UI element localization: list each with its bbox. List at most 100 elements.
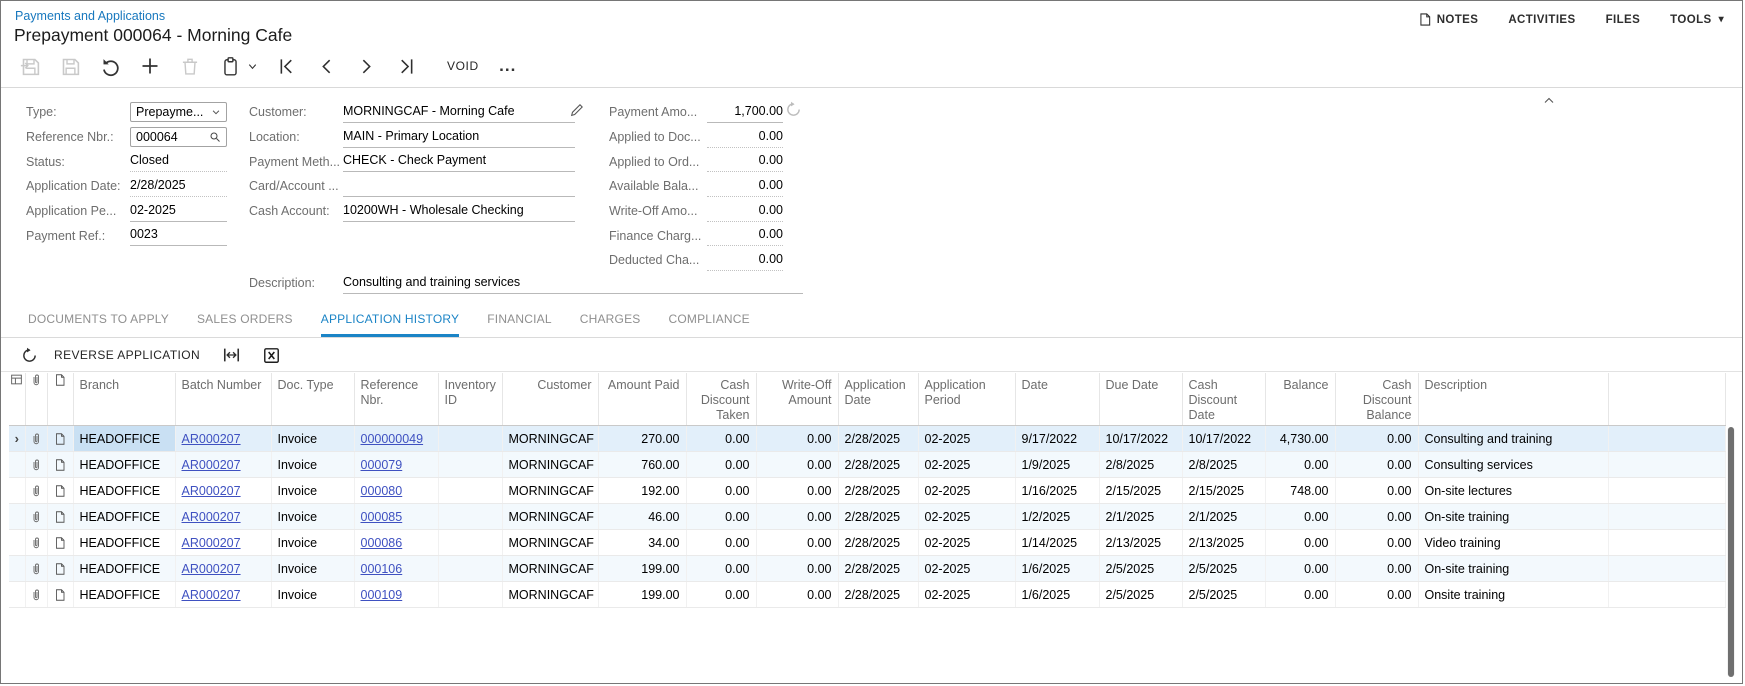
- cell-batch[interactable]: AR000207: [175, 478, 271, 504]
- cell-cash_discount_taken[interactable]: 0.00: [686, 556, 756, 582]
- cell-cash_discount_balance[interactable]: 0.00: [1335, 478, 1418, 504]
- cell-batch[interactable]: AR000207: [175, 504, 271, 530]
- cell-customer[interactable]: MORNINGCAF: [502, 504, 598, 530]
- attachment-paperclip-icon[interactable]: [25, 504, 47, 530]
- cell-cash_discount_date[interactable]: 10/17/2022: [1182, 426, 1265, 452]
- cash-account-input[interactable]: 10200WH - Wholesale Checking: [343, 201, 575, 222]
- go-last-button[interactable]: [393, 53, 419, 79]
- cell-date[interactable]: 1/6/2025: [1015, 582, 1099, 608]
- link-reference[interactable]: 000109: [361, 588, 403, 602]
- link-reference[interactable]: 000080: [361, 484, 403, 498]
- cell-customer[interactable]: MORNINGCAF: [502, 582, 598, 608]
- cell-amount_paid[interactable]: 192.00: [598, 478, 686, 504]
- cell-balance[interactable]: 0.00: [1265, 582, 1335, 608]
- link-batch[interactable]: AR000207: [182, 510, 241, 524]
- cell-date[interactable]: 1/6/2025: [1015, 556, 1099, 582]
- cell-application_date[interactable]: 2/28/2025: [838, 452, 918, 478]
- row-selector-cell[interactable]: ›: [9, 426, 25, 452]
- cell-cash_discount_balance[interactable]: 0.00: [1335, 556, 1418, 582]
- cell-reference[interactable]: 000086: [354, 530, 438, 556]
- location-input[interactable]: MAIN - Primary Location: [343, 127, 575, 148]
- cell-application_period[interactable]: 02-2025: [918, 556, 1015, 582]
- attachment-paperclip-icon[interactable]: [25, 452, 47, 478]
- cell-application_date[interactable]: 2/28/2025: [838, 504, 918, 530]
- note-doc-icon[interactable]: [47, 504, 73, 530]
- cell-doc_type[interactable]: Invoice: [271, 504, 354, 530]
- cell-customer[interactable]: MORNINGCAF: [502, 530, 598, 556]
- link-batch[interactable]: AR000207: [182, 588, 241, 602]
- cell-branch[interactable]: HEADOFFICE: [73, 504, 175, 530]
- payment-ref-input[interactable]: 0023: [130, 225, 227, 246]
- cell-batch[interactable]: AR000207: [175, 582, 271, 608]
- cell-doc_type[interactable]: Invoice: [271, 582, 354, 608]
- col-cash-discount-date[interactable]: Cash Discount Date: [1182, 373, 1265, 426]
- cell-doc_type[interactable]: Invoice: [271, 556, 354, 582]
- cell-due_date[interactable]: 2/8/2025: [1099, 452, 1182, 478]
- cell-branch[interactable]: HEADOFFICE: [73, 478, 175, 504]
- cell-customer[interactable]: MORNINGCAF: [502, 452, 598, 478]
- link-batch[interactable]: AR000207: [182, 432, 241, 446]
- col-cash-discount-taken[interactable]: Cash Discount Taken: [686, 373, 756, 426]
- cell-due_date[interactable]: 2/5/2025: [1099, 582, 1182, 608]
- cell-cash_discount_balance[interactable]: 0.00: [1335, 504, 1418, 530]
- col-due-date[interactable]: Due Date: [1099, 373, 1182, 426]
- description-input[interactable]: Consulting and training services: [343, 273, 803, 294]
- col-batch-number[interactable]: Batch Number: [175, 373, 271, 426]
- grid-vertical-scrollbar[interactable]: [1727, 427, 1735, 677]
- row-selector-cell[interactable]: [9, 556, 25, 582]
- cell-inventory[interactable]: [438, 426, 502, 452]
- cell-batch[interactable]: AR000207: [175, 426, 271, 452]
- col-cash-discount-balance[interactable]: Cash Discount Balance: [1335, 373, 1418, 426]
- col-description[interactable]: Description: [1418, 373, 1608, 426]
- cell-date[interactable]: 1/14/2025: [1015, 530, 1099, 556]
- cell-cash_discount_balance[interactable]: 0.00: [1335, 452, 1418, 478]
- col-amount-paid[interactable]: Amount Paid: [598, 373, 686, 426]
- cell-inventory[interactable]: [438, 530, 502, 556]
- edit-customer-pencil-icon[interactable]: [569, 102, 585, 118]
- cell-branch[interactable]: HEADOFFICE: [73, 582, 175, 608]
- attachment-paperclip-icon[interactable]: [25, 426, 47, 452]
- tab-sales-orders[interactable]: SALES ORDERS: [197, 301, 293, 337]
- cell-amount_paid[interactable]: 34.00: [598, 530, 686, 556]
- more-actions-button[interactable]: ...: [495, 53, 521, 79]
- clipboard-button[interactable]: [217, 53, 243, 79]
- cell-application_period[interactable]: 02-2025: [918, 504, 1015, 530]
- payment-amount-input[interactable]: 1,700.00: [707, 102, 783, 123]
- cell-cash_discount_date[interactable]: 2/13/2025: [1182, 530, 1265, 556]
- scrollbar-thumb[interactable]: [1728, 427, 1734, 677]
- cell-cash_discount_taken[interactable]: 0.00: [686, 452, 756, 478]
- grid-row[interactable]: HEADOFFICEAR000207Invoice000085MORNINGCA…: [9, 504, 1726, 530]
- void-button[interactable]: VOID: [437, 55, 489, 77]
- grid-row[interactable]: ›HEADOFFICEAR000207Invoice000000049MORNI…: [9, 426, 1726, 452]
- cell-balance[interactable]: 4,730.00: [1265, 426, 1335, 452]
- cell-cash_discount_date[interactable]: 2/8/2025: [1182, 452, 1265, 478]
- go-next-button[interactable]: [353, 53, 379, 79]
- cell-cash_discount_taken[interactable]: 0.00: [686, 582, 756, 608]
- cell-cash_discount_balance[interactable]: 0.00: [1335, 582, 1418, 608]
- cell-date[interactable]: 1/9/2025: [1015, 452, 1099, 478]
- col-application-date[interactable]: Application Date: [838, 373, 918, 426]
- link-batch[interactable]: AR000207: [182, 562, 241, 576]
- cell-application_period[interactable]: 02-2025: [918, 478, 1015, 504]
- cell-description[interactable]: Consulting and training: [1418, 426, 1608, 452]
- cell-writeoff_amount[interactable]: 0.00: [756, 478, 838, 504]
- link-reference[interactable]: 000079: [361, 458, 403, 472]
- reverse-application-button[interactable]: REVERSE APPLICATION: [54, 348, 200, 362]
- col-balance[interactable]: Balance: [1265, 373, 1335, 426]
- cell-cash_discount_taken[interactable]: 0.00: [686, 530, 756, 556]
- grid-row[interactable]: HEADOFFICEAR000207Invoice000079MORNINGCA…: [9, 452, 1726, 478]
- note-doc-icon[interactable]: [47, 556, 73, 582]
- cell-customer[interactable]: MORNINGCAF: [502, 426, 598, 452]
- cell-inventory[interactable]: [438, 478, 502, 504]
- cell-due_date[interactable]: 2/13/2025: [1099, 530, 1182, 556]
- cell-balance[interactable]: 748.00: [1265, 478, 1335, 504]
- cell-balance[interactable]: 0.00: [1265, 504, 1335, 530]
- cell-description[interactable]: On-site lectures: [1418, 478, 1608, 504]
- cell-date[interactable]: 1/16/2025: [1015, 478, 1099, 504]
- grid-row[interactable]: HEADOFFICE AR000207 Invoice 000109 MORNINGCA…: [9, 582, 1726, 608]
- tab-documents-to-apply[interactable]: DOCUMENTS TO APPLY: [28, 301, 169, 337]
- note-doc-icon[interactable]: [47, 478, 73, 504]
- cell-application_date[interactable]: 2/28/2025: [838, 426, 918, 452]
- note-doc-icon[interactable]: [47, 426, 73, 452]
- attachment-paperclip-icon[interactable]: [25, 478, 47, 504]
